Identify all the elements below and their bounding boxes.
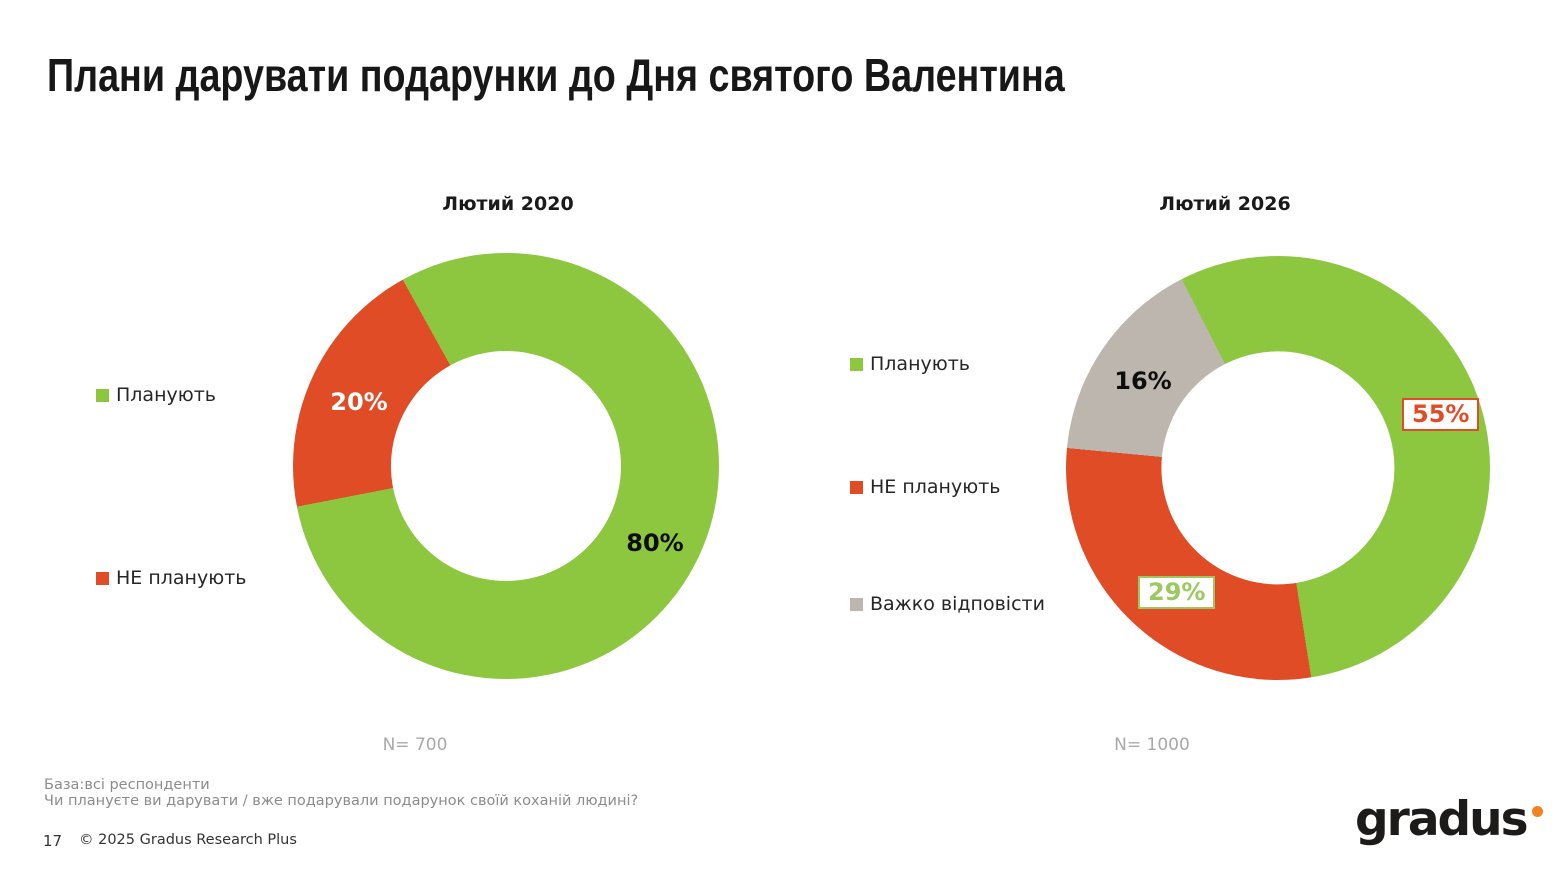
legend-item-2026-vazhko: Важко відповісти [850,593,1045,615]
legend-label: Планують [116,384,217,406]
legend-swatch-gray [850,597,863,611]
donut-hole [1161,351,1395,585]
legend-swatch-green [850,357,863,371]
legend-label: НЕ планують [870,476,1001,498]
legend-item-2020-planuyut: Планують [96,384,216,406]
legend-label: Планують [870,353,971,375]
sample-size-2020: N= 700 [382,735,448,755]
base-note: База:всі респонденти [44,777,210,793]
data-label-2020-80pct: 80% [626,529,684,557]
gradus-logo-dot-icon [1531,806,1543,817]
donut-hole [390,350,622,582]
copyright-text: © 2025 Gradus Research Plus [79,832,297,848]
legend-item-2020-ne-planuyut: НЕ планують [96,567,246,589]
legend-swatch-red [96,571,109,585]
data-label-2026-55pct: 55% [1402,398,1480,432]
chart-title-2020: Лютий 2020 [442,193,574,215]
legend-item-2026-planuyut: Планують [850,353,970,375]
donut-chart-2026 [1066,256,1490,680]
page-number: 17 [43,832,63,850]
legend-label: Важко відповісти [870,593,1045,615]
page-title: Плани дарувати подарунки до Дня святого … [47,49,1065,101]
data-label-2026-29pct: 29% [1138,576,1216,610]
donut-chart-2020 [293,253,719,679]
gradus-logo-text: gradus [1355,792,1529,847]
legend-label: НЕ планують [116,567,247,589]
chart-title-2026: Лютий 2026 [1159,193,1291,215]
legend-item-2026-ne-planuyut: НЕ планують [850,476,1000,498]
legend-swatch-red [850,480,863,494]
legend-swatch-green [96,388,109,402]
data-label-2020-20pct: 20% [330,388,388,416]
data-label-2026-16pct: 16% [1114,367,1172,395]
question-note: Чи плануєте ви дарувати / вже подарували… [44,793,639,809]
gradus-logo: gradus [1355,792,1543,848]
sample-size-2026: N= 1000 [1114,735,1190,755]
